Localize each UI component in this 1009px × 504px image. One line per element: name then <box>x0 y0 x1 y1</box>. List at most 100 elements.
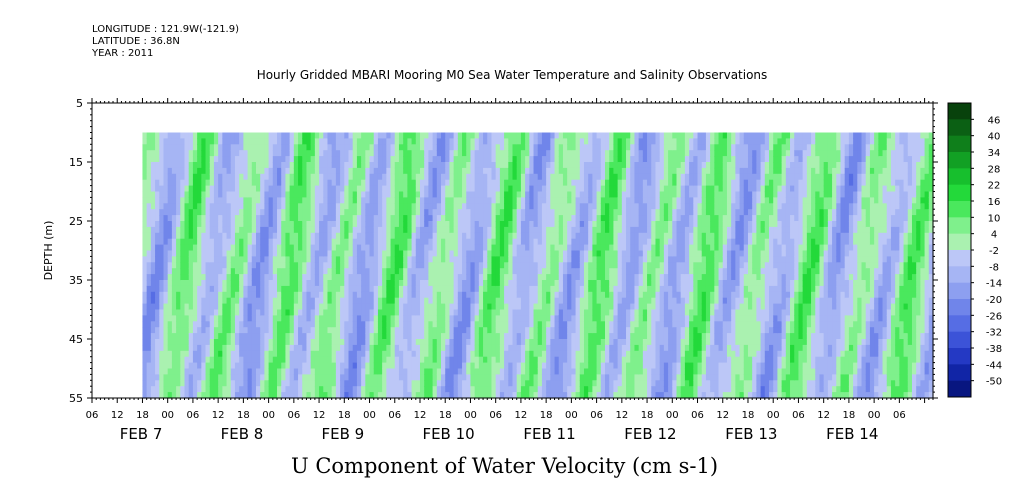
heatmap-cell <box>293 374 299 381</box>
heatmap-cell <box>264 268 270 275</box>
heatmap-cell <box>234 321 240 328</box>
heatmap-cell <box>403 197 408 204</box>
heatmap-cell <box>529 339 535 346</box>
heatmap-cell <box>340 350 345 358</box>
heatmap-cell <box>272 244 278 252</box>
heatmap-cell <box>239 303 244 311</box>
heatmap-cell <box>323 197 329 204</box>
heatmap-cell <box>567 179 572 187</box>
heatmap-cell <box>344 144 350 151</box>
heatmap-cell <box>377 150 383 157</box>
heatmap-cell <box>428 291 434 299</box>
heatmap-cell <box>390 197 396 204</box>
heatmap-cell <box>407 162 413 169</box>
heatmap-cell <box>512 156 518 163</box>
heatmap-cell <box>432 362 438 370</box>
heatmap-cell <box>222 203 228 210</box>
heatmap-cell <box>268 238 274 246</box>
heatmap-cell <box>239 162 244 169</box>
heatmap-cell <box>209 362 215 370</box>
heatmap-cell <box>550 209 556 216</box>
heatmap-cell <box>432 238 438 246</box>
heatmap-cell <box>230 268 236 275</box>
heatmap-cell <box>445 333 451 340</box>
heatmap-cell <box>218 244 223 252</box>
heatmap-cell <box>171 368 177 375</box>
heatmap-cell <box>546 274 551 281</box>
heatmap-cell <box>213 150 219 157</box>
heatmap-cell <box>419 167 425 175</box>
heatmap-cell <box>419 356 425 364</box>
heatmap-cell <box>340 262 345 269</box>
heatmap-cell <box>579 232 585 240</box>
heatmap-cell <box>411 232 417 240</box>
heatmap-cell <box>520 321 526 328</box>
heatmap-cell <box>428 315 434 322</box>
heatmap-cell <box>516 232 522 240</box>
heatmap-cell <box>562 291 568 299</box>
heatmap-cell <box>155 197 160 204</box>
heatmap-cell <box>377 144 383 151</box>
heatmap-cell <box>268 185 274 193</box>
heatmap-cell <box>209 291 215 299</box>
heatmap-cell <box>205 150 211 157</box>
heatmap-cell <box>319 256 324 263</box>
heatmap-cell <box>230 380 236 387</box>
heatmap-cell <box>398 327 404 334</box>
heatmap-cell <box>197 268 202 275</box>
heatmap-cell <box>285 250 291 257</box>
heatmap-cell <box>293 274 299 281</box>
heatmap-cell <box>192 209 198 216</box>
heatmap-cell <box>289 392 295 399</box>
heatmap-cell <box>453 315 459 322</box>
heatmap-cell <box>167 185 173 193</box>
heatmap-cell <box>213 256 219 263</box>
heatmap-cell <box>234 356 240 364</box>
heatmap-cell <box>277 339 282 346</box>
heatmap-cell <box>575 185 581 193</box>
heatmap-cell <box>171 238 177 246</box>
heatmap-cell <box>142 392 148 399</box>
heatmap-cell <box>281 215 287 222</box>
heatmap-cell <box>264 368 270 375</box>
heatmap-cell <box>230 374 236 381</box>
heatmap-cell <box>567 333 572 340</box>
heatmap-cell <box>466 327 472 334</box>
heatmap-cell <box>596 167 602 175</box>
heatmap-cell <box>256 209 261 216</box>
heatmap-cell <box>327 150 333 157</box>
heatmap-cell <box>319 185 324 193</box>
heatmap-cell <box>331 150 337 157</box>
heatmap-cell <box>218 268 223 275</box>
heatmap-cell <box>428 350 434 358</box>
heatmap-cell <box>449 274 455 281</box>
heatmap-cell <box>546 256 551 263</box>
heatmap-cell <box>348 203 354 210</box>
heatmap-cells <box>142 132 934 399</box>
heatmap-cell <box>546 167 551 175</box>
heatmap-cell <box>285 327 291 334</box>
heatmap-cell <box>600 238 606 246</box>
heatmap-cell <box>546 215 551 222</box>
heatmap-cell <box>251 226 257 234</box>
heatmap-cell <box>596 274 602 281</box>
heatmap-cell <box>398 280 404 287</box>
heatmap-cell <box>218 173 223 181</box>
heatmap-cell <box>512 321 518 328</box>
heatmap-cell <box>281 374 287 381</box>
heatmap-cell <box>394 274 400 281</box>
heatmap-cell <box>579 162 585 169</box>
heatmap-cell <box>293 215 299 222</box>
heatmap-cell <box>306 150 312 157</box>
heatmap-cell <box>167 156 173 163</box>
heatmap-cell <box>192 150 198 157</box>
heatmap-cell <box>432 232 438 240</box>
heatmap-cell <box>403 344 408 352</box>
heatmap-cell <box>314 356 320 364</box>
heatmap-cell <box>462 362 467 370</box>
heatmap-cell <box>390 221 396 228</box>
heatmap-cell <box>213 268 219 275</box>
heatmap-cell <box>583 309 589 316</box>
heatmap-cell <box>226 244 232 252</box>
heatmap-cell <box>348 339 354 346</box>
